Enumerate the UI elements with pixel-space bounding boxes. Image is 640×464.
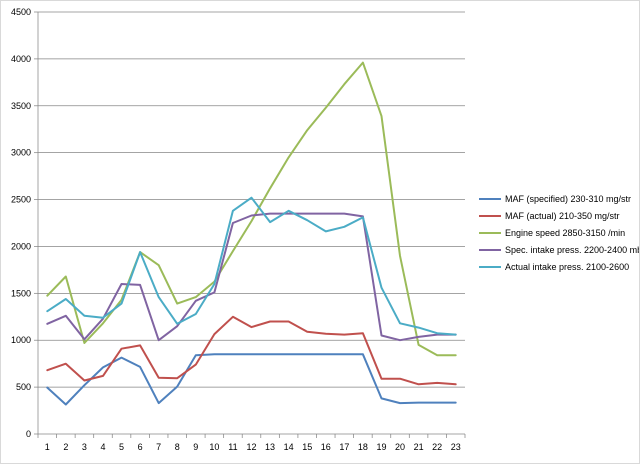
x-tick-label: 5 xyxy=(119,442,124,452)
legend-label-2: MAF (actual) 210-350 mg/str xyxy=(505,211,620,221)
x-tick-label: 16 xyxy=(321,442,331,452)
y-tick-label: 3000 xyxy=(11,148,31,158)
x-tick-label: 7 xyxy=(156,442,161,452)
y-tick-label: 1000 xyxy=(11,335,31,345)
legend-label-1: MAF (specified) 230-310 mg/str xyxy=(505,194,631,204)
y-tick-label: 500 xyxy=(16,382,31,392)
y-tick-label: 2500 xyxy=(11,195,31,205)
y-tick-label: 4500 xyxy=(11,7,31,17)
series-line-5 xyxy=(46,196,457,336)
x-tick-label: 8 xyxy=(175,442,180,452)
y-tick-label: 4000 xyxy=(11,54,31,64)
x-tick-label: 18 xyxy=(358,442,368,452)
x-tick-label: 3 xyxy=(82,442,87,452)
y-tick-label: 1500 xyxy=(11,288,31,298)
gridlines xyxy=(38,11,465,388)
x-tick-label: 19 xyxy=(376,442,386,452)
x-tick-label: 23 xyxy=(451,442,461,452)
series-line-2 xyxy=(46,315,457,386)
x-tick-label: 10 xyxy=(209,442,219,452)
legend: MAF (specified) 230-310 mg/str MAF (actua… xyxy=(479,194,639,272)
x-tick-label: 6 xyxy=(138,442,143,452)
x-tick-label: 13 xyxy=(265,442,275,452)
x-tick-label: 14 xyxy=(284,442,294,452)
x-tick-label: 9 xyxy=(193,442,198,452)
x-tick-label: 21 xyxy=(414,442,424,452)
y-tick-label: 2000 xyxy=(11,241,31,251)
series-line-1 xyxy=(46,353,457,406)
legend-label-3: Engine speed 2850-3150 /min xyxy=(505,228,625,238)
x-tick-label: 12 xyxy=(246,442,256,452)
x-tick-label: 1 xyxy=(45,442,50,452)
legend-label-4: Spec. intake press. 2200-2400 mbar xyxy=(505,245,639,255)
x-tick-label: 4 xyxy=(100,442,105,452)
x-tick-label: 11 xyxy=(228,442,237,452)
x-tick-label: 2 xyxy=(63,442,68,452)
legend-label-5: Actual intake press. 2100-2600 xyxy=(505,262,629,272)
x-tick-label: 15 xyxy=(302,442,312,452)
x-tick-label: 17 xyxy=(339,442,349,452)
y-tick-label: 3500 xyxy=(11,101,31,111)
y-tick-label: 0 xyxy=(26,429,31,439)
series-lines xyxy=(46,61,457,406)
series-line-4 xyxy=(46,212,457,342)
x-tick-label: 22 xyxy=(432,442,442,452)
x-tick-label: 20 xyxy=(395,442,405,452)
